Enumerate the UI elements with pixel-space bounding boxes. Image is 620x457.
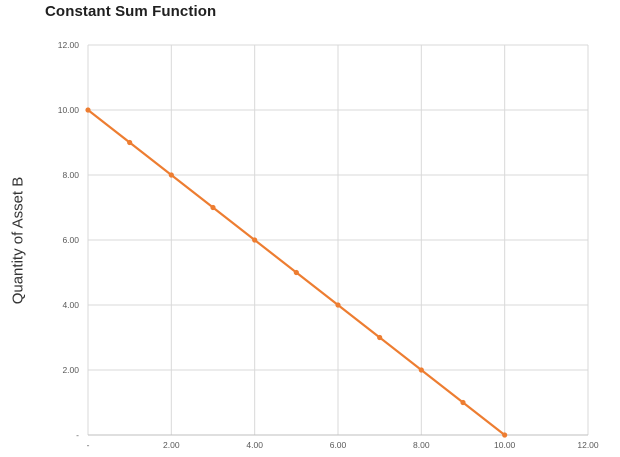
x-tick-label: - bbox=[87, 440, 90, 450]
x-tick-label: 10.00 bbox=[494, 440, 516, 450]
data-point-marker bbox=[418, 367, 424, 373]
x-tick-label: 12.00 bbox=[577, 440, 599, 450]
data-point-marker bbox=[127, 139, 133, 146]
y-tick-label: 2.00 bbox=[62, 365, 79, 375]
x-tick-label: 2.00 bbox=[163, 440, 180, 450]
data-point-marker bbox=[85, 107, 91, 113]
y-tick-label: 10.00 bbox=[58, 105, 80, 115]
x-tick-label: 4.00 bbox=[246, 440, 263, 450]
data-point-marker bbox=[502, 432, 508, 438]
data-point-marker bbox=[460, 399, 466, 406]
data-point-marker bbox=[168, 172, 174, 178]
data-point-marker bbox=[293, 269, 299, 276]
y-tick-label: 4.00 bbox=[62, 300, 79, 310]
data-point-marker bbox=[210, 204, 216, 211]
chart-title: Constant Sum Function bbox=[45, 3, 217, 20]
y-tick-label: 8.00 bbox=[62, 170, 79, 180]
data-point-marker bbox=[377, 334, 383, 341]
x-tick-label: 6.00 bbox=[330, 440, 347, 450]
data-point-marker bbox=[335, 302, 341, 308]
y-tick-label: - bbox=[76, 430, 79, 440]
data-point-marker bbox=[252, 237, 258, 243]
y-tick-label: 12.00 bbox=[58, 40, 80, 50]
y-tick-label: 6.00 bbox=[62, 235, 79, 245]
x-tick-label: 8.00 bbox=[413, 440, 430, 450]
